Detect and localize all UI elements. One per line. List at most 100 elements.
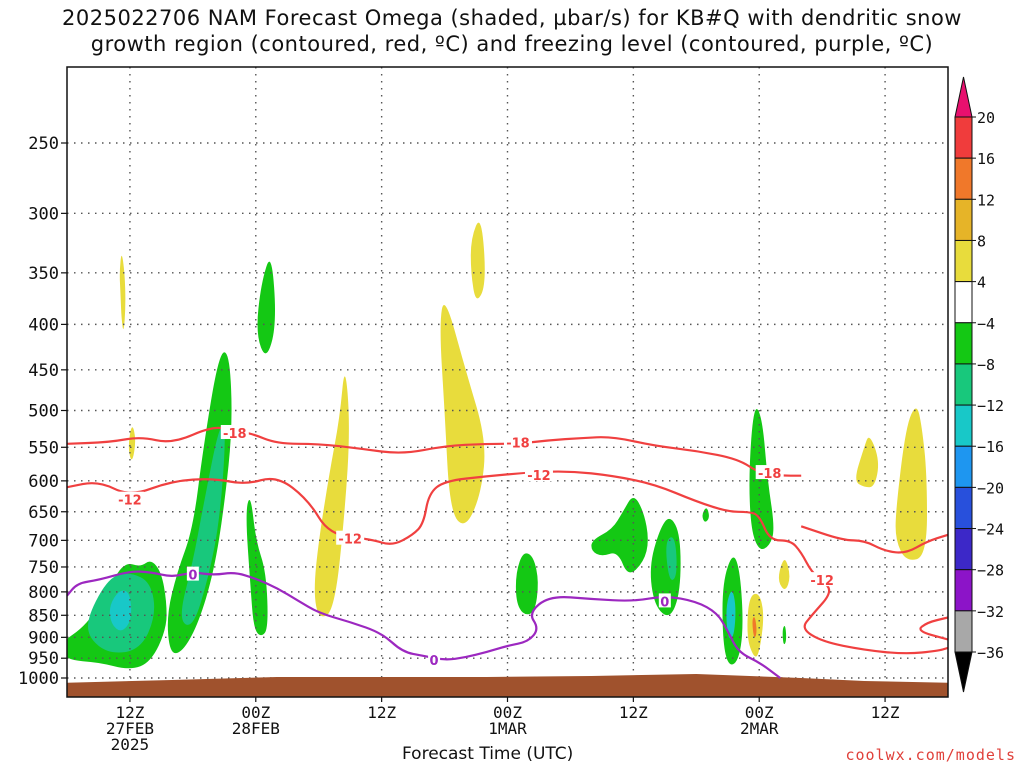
colorbar-label-14: −36 (977, 644, 1004, 662)
x-tick-label-66-2: 2MAR (740, 719, 779, 738)
omega-region-3 (440, 305, 485, 524)
colorbar-band-11 (954, 528, 973, 571)
omega-region-26 (666, 537, 677, 580)
colorbar-label-1: 20 (977, 109, 995, 127)
y-tick-label-1000: 1000 (18, 669, 59, 689)
contour-label-bg-6 (524, 467, 553, 482)
colorbar-band-12 (954, 569, 973, 612)
colorbar-label-10: −20 (977, 479, 1004, 497)
x-tick-label-78-1: 12Z (871, 703, 900, 722)
contour-label-8: 0 (188, 569, 197, 584)
colorbar-label-2: 16 (977, 150, 995, 168)
colorbar-label-7: −8 (977, 356, 995, 374)
omega-region-9 (895, 408, 927, 560)
chart-title-line-1: 2025022706 NAM Forecast Omega (shaded, µ… (62, 6, 962, 30)
contour-label-3: -18 (758, 467, 782, 482)
colorbar-label-11: −24 (977, 521, 1004, 539)
x-tick-label-42-1: 00Z (493, 703, 522, 722)
omega-region-1 (119, 255, 126, 330)
x-tick-label-6-2: 27FEB (106, 719, 154, 738)
colorbar-label-5: 4 (977, 274, 986, 292)
colorbar-label-4: 8 (977, 232, 986, 250)
y-tick-label-550: 550 (28, 438, 59, 458)
colorbar-band-5 (954, 281, 973, 324)
contour-label-bg-7 (808, 572, 837, 587)
x-tick-label-54-1: 12Z (619, 703, 648, 722)
chart-title-line-2: growth region (contoured, red, ºC) and f… (90, 32, 934, 56)
y-tick-label-800: 800 (28, 583, 59, 603)
colorbar-label-12: −28 (977, 562, 1004, 580)
colorbar-top-arrow (954, 76, 973, 118)
contour-label-5: -12 (338, 533, 362, 548)
plot-content: -18 -18 -18 -12 -12 -12 -12 0 0 0 (67, 67, 948, 697)
colorbar-band-8 (954, 404, 973, 447)
colorbar-band-6 (954, 322, 973, 365)
contour-label-bg-3 (755, 465, 784, 480)
contour-label-bg-8 (186, 566, 199, 581)
y-tick-label-450: 450 (28, 361, 59, 381)
y-tick-label-600: 600 (28, 472, 59, 492)
omega-region-5 (314, 376, 349, 617)
contour-label-bg-1 (220, 424, 249, 439)
omega-region-24 (109, 590, 132, 631)
contour-label-bg-5 (336, 530, 365, 545)
y-tick-label-400: 400 (28, 315, 59, 335)
omega-region-15 (515, 553, 538, 615)
colorbar-label-8: −12 (977, 397, 1004, 415)
y-tick-label-750: 750 (28, 558, 59, 578)
ground-terrain (67, 674, 948, 697)
omega-region-8 (856, 437, 879, 488)
colorbar-label-3: 12 (977, 191, 995, 209)
colorbar-band-7 (954, 363, 973, 406)
x-tick-label-6-3: 2025 (111, 735, 150, 754)
colorbar-band-1 (954, 116, 973, 159)
contour-label-bg-10 (658, 593, 671, 608)
contour-line-4 (919, 616, 948, 641)
y-tick-label-700: 700 (28, 531, 59, 551)
contour-label-6: -12 (527, 469, 551, 484)
x-tick-label-18-2: 28FEB (232, 719, 280, 738)
contour-line-3 (800, 525, 948, 554)
omega-region-21 (782, 626, 787, 645)
contour-label-2: -18 (506, 436, 530, 451)
contour-label-bg-4 (115, 491, 144, 506)
y-tick-label-900: 900 (28, 628, 59, 648)
x-tick-label-18-1: 00Z (241, 703, 270, 722)
x-tick-label-42-2: 1MAR (488, 719, 527, 738)
y-tick-label-250: 250 (28, 134, 59, 154)
omega-region-10 (752, 617, 757, 638)
contour-line-1 (67, 426, 802, 477)
contour-label-7: -12 (810, 574, 834, 589)
y-tick-label-350: 350 (28, 264, 59, 284)
contour-line-2 (67, 470, 948, 655)
colorbar-label-9: −16 (977, 438, 1004, 456)
contour-label-4: -12 (118, 494, 142, 509)
credit-text: coolwx.com/models (845, 746, 1016, 764)
colorbar-band-2 (954, 157, 973, 200)
colorbar-label-13: −32 (977, 603, 1004, 621)
x-tick-label-30-1: 12Z (367, 703, 396, 722)
contour-label-9: 0 (430, 654, 439, 669)
colorbar-band-13 (954, 610, 973, 653)
colorbar-band-9 (954, 445, 973, 488)
omega-region-16 (591, 498, 648, 573)
y-tick-label-850: 850 (28, 606, 59, 626)
colorbar-label-6: −4 (977, 315, 995, 333)
omega-region-2 (128, 427, 136, 460)
x-axis-label: Forecast Time (UTC) (402, 744, 574, 764)
colorbar-band-3 (954, 198, 973, 241)
omega-region-25 (726, 591, 736, 639)
contour-label-1: -18 (223, 427, 247, 442)
colorbar-band-10 (954, 486, 973, 530)
y-tick-label-650: 650 (28, 503, 59, 523)
colorbar-bottom-arrow (954, 651, 973, 693)
colorbar-band-4 (954, 239, 973, 283)
x-tick-label-6-1: 12Z (115, 703, 144, 722)
y-tick-label-950: 950 (28, 649, 59, 669)
x-tick-label-66-1: 00Z (745, 703, 774, 722)
contour-label-10: 0 (660, 595, 669, 610)
contour-label-bg-9 (428, 652, 441, 667)
omega-region-4 (470, 222, 485, 299)
y-tick-label-500: 500 (28, 402, 59, 422)
